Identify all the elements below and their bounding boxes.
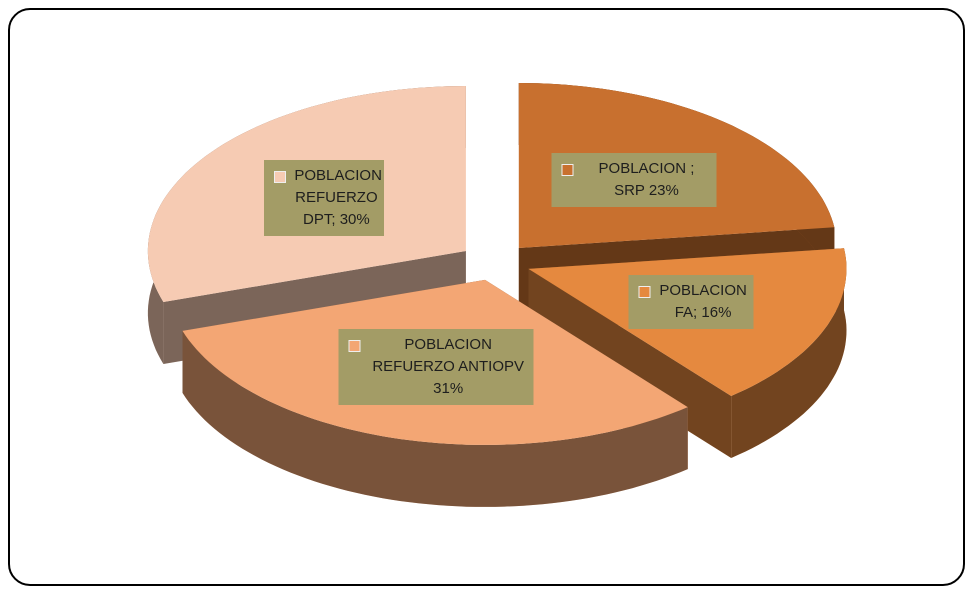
data-label: POBLACION ; SRP 23% — [551, 152, 717, 207]
legend-key — [638, 286, 651, 299]
value-label: 16% — [701, 304, 732, 322]
category-label: POBLACION FA; — [659, 282, 747, 322]
category-label: POBLACION ; SRP — [598, 159, 695, 199]
category-label: POBLACION REFUERZO DPT; — [294, 166, 382, 228]
value-label: 23% — [648, 181, 679, 199]
legend-key — [348, 340, 361, 353]
chart-frame — [8, 8, 965, 586]
data-label: POBLACION FA; 16% — [628, 275, 754, 330]
category-label: POBLACION REFUERZO ANTIOPV — [372, 336, 524, 376]
data-label: POBLACION REFUERZO ANTIOPV 31% — [338, 329, 534, 406]
slice-side-shade — [731, 248, 847, 458]
data-label: POBLACION REFUERZO DPT; 30% — [264, 159, 385, 236]
value-label: 31% — [433, 380, 464, 398]
legend-key — [561, 163, 574, 176]
legend-key — [274, 170, 287, 183]
slice-side-shade — [182, 330, 688, 507]
value-label: 30% — [339, 210, 370, 228]
